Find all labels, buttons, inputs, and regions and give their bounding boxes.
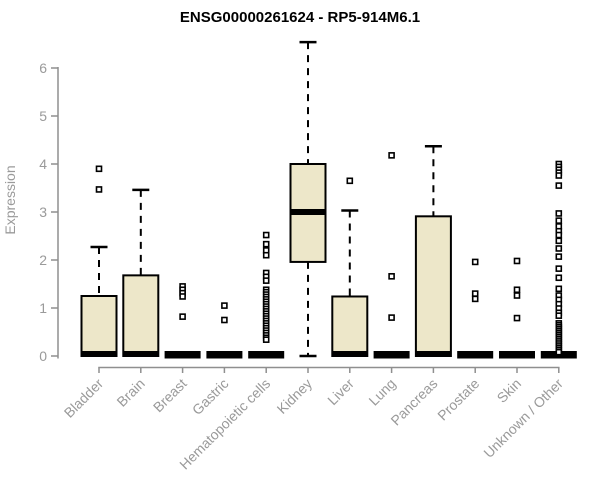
- flat-box-at-zero: [457, 351, 494, 359]
- box-rect: [80, 295, 118, 357]
- outlier-point: [95, 165, 103, 173]
- x-tick-label-kidney: Kidney: [274, 375, 316, 417]
- y-tick-label-3: 3: [39, 204, 47, 220]
- y-axis-label: Expression: [2, 165, 18, 234]
- outlier-point: [555, 210, 563, 217]
- outlier-point: [221, 302, 228, 309]
- x-tick-label-breast: Breast: [150, 375, 190, 415]
- outlier-point: [221, 316, 228, 324]
- outlier-point: [388, 152, 395, 159]
- outlier-point: [555, 285, 563, 293]
- flat-box-at-zero: [373, 351, 410, 359]
- outlier-point: [471, 290, 479, 297]
- x-tick-label-liver: Liver: [324, 375, 357, 408]
- outlier-point: [513, 257, 521, 265]
- outlier-point: [555, 172, 563, 179]
- outlier-point: [555, 182, 563, 189]
- box-rect: [414, 215, 452, 357]
- outlier-point: [262, 251, 270, 259]
- box-liver: [331, 177, 369, 358]
- outlier-point: [555, 253, 563, 260]
- box-brain: [122, 188, 160, 357]
- y-tick-label-0: 0: [39, 348, 47, 364]
- flat-box-at-zero: [499, 351, 535, 359]
- box-unknown-other: [540, 160, 577, 359]
- box-gastric: [206, 302, 243, 359]
- outlier-point: [262, 277, 270, 284]
- box-rect: [331, 295, 369, 358]
- box-skin: [499, 257, 535, 359]
- outlier-point: [555, 231, 563, 239]
- outlier-point: [346, 177, 354, 185]
- outlier-point: [388, 273, 395, 280]
- outlier-point: [555, 348, 563, 356]
- box-bladder: [80, 165, 118, 357]
- y-tick-label-5: 5: [39, 108, 47, 124]
- flat-box-at-zero: [206, 351, 243, 359]
- outlier-point: [471, 295, 479, 303]
- x-tick-label-lung: Lung: [365, 375, 398, 408]
- y-tick-label-6: 6: [39, 60, 47, 76]
- box-breast: [164, 283, 201, 359]
- x-tick-label-brain: Brain: [113, 375, 147, 409]
- outlier-point: [513, 314, 521, 322]
- outlier-point: [555, 265, 563, 272]
- y-tick-label-2: 2: [39, 252, 47, 268]
- outlier-point: [179, 313, 186, 320]
- chart-title: ENSG00000261624 - RP5-914M6.1: [180, 9, 420, 26]
- outlier-point: [555, 274, 563, 282]
- outlier-point: [388, 314, 395, 321]
- outlier-point: [555, 217, 563, 224]
- outlier-point: [262, 231, 270, 239]
- x-tick-label-bladder: Bladder: [61, 375, 107, 421]
- outlier-point: [262, 240, 270, 248]
- flat-box-at-zero: [164, 351, 201, 359]
- box-rect: [122, 274, 160, 357]
- box-prostate: [457, 258, 494, 359]
- outlier-point: [513, 292, 521, 299]
- outlier-point: [555, 237, 563, 245]
- outlier-point: [95, 186, 103, 193]
- outlier-point: [513, 286, 521, 294]
- outlier-point: [555, 312, 563, 319]
- box-hematopoietic-cells: [248, 231, 285, 359]
- y-tick-label-1: 1: [39, 300, 47, 316]
- box-lung: [373, 152, 410, 359]
- outlier-point: [471, 258, 479, 266]
- flat-box-at-zero: [248, 351, 285, 359]
- x-tick-label-skin: Skin: [494, 375, 525, 406]
- box-kidney: [289, 40, 327, 358]
- box-series: [80, 40, 577, 359]
- outlier-point: [262, 336, 270, 343]
- y-tick-label-4: 4: [39, 156, 47, 172]
- box-pancreas: [414, 144, 452, 357]
- x-tick-label-unknown-other: Unknown / Other: [480, 375, 566, 461]
- x-tick-label-prostate: Prostate: [434, 375, 482, 423]
- outlier-point: [555, 245, 563, 252]
- outlier-point: [179, 293, 186, 300]
